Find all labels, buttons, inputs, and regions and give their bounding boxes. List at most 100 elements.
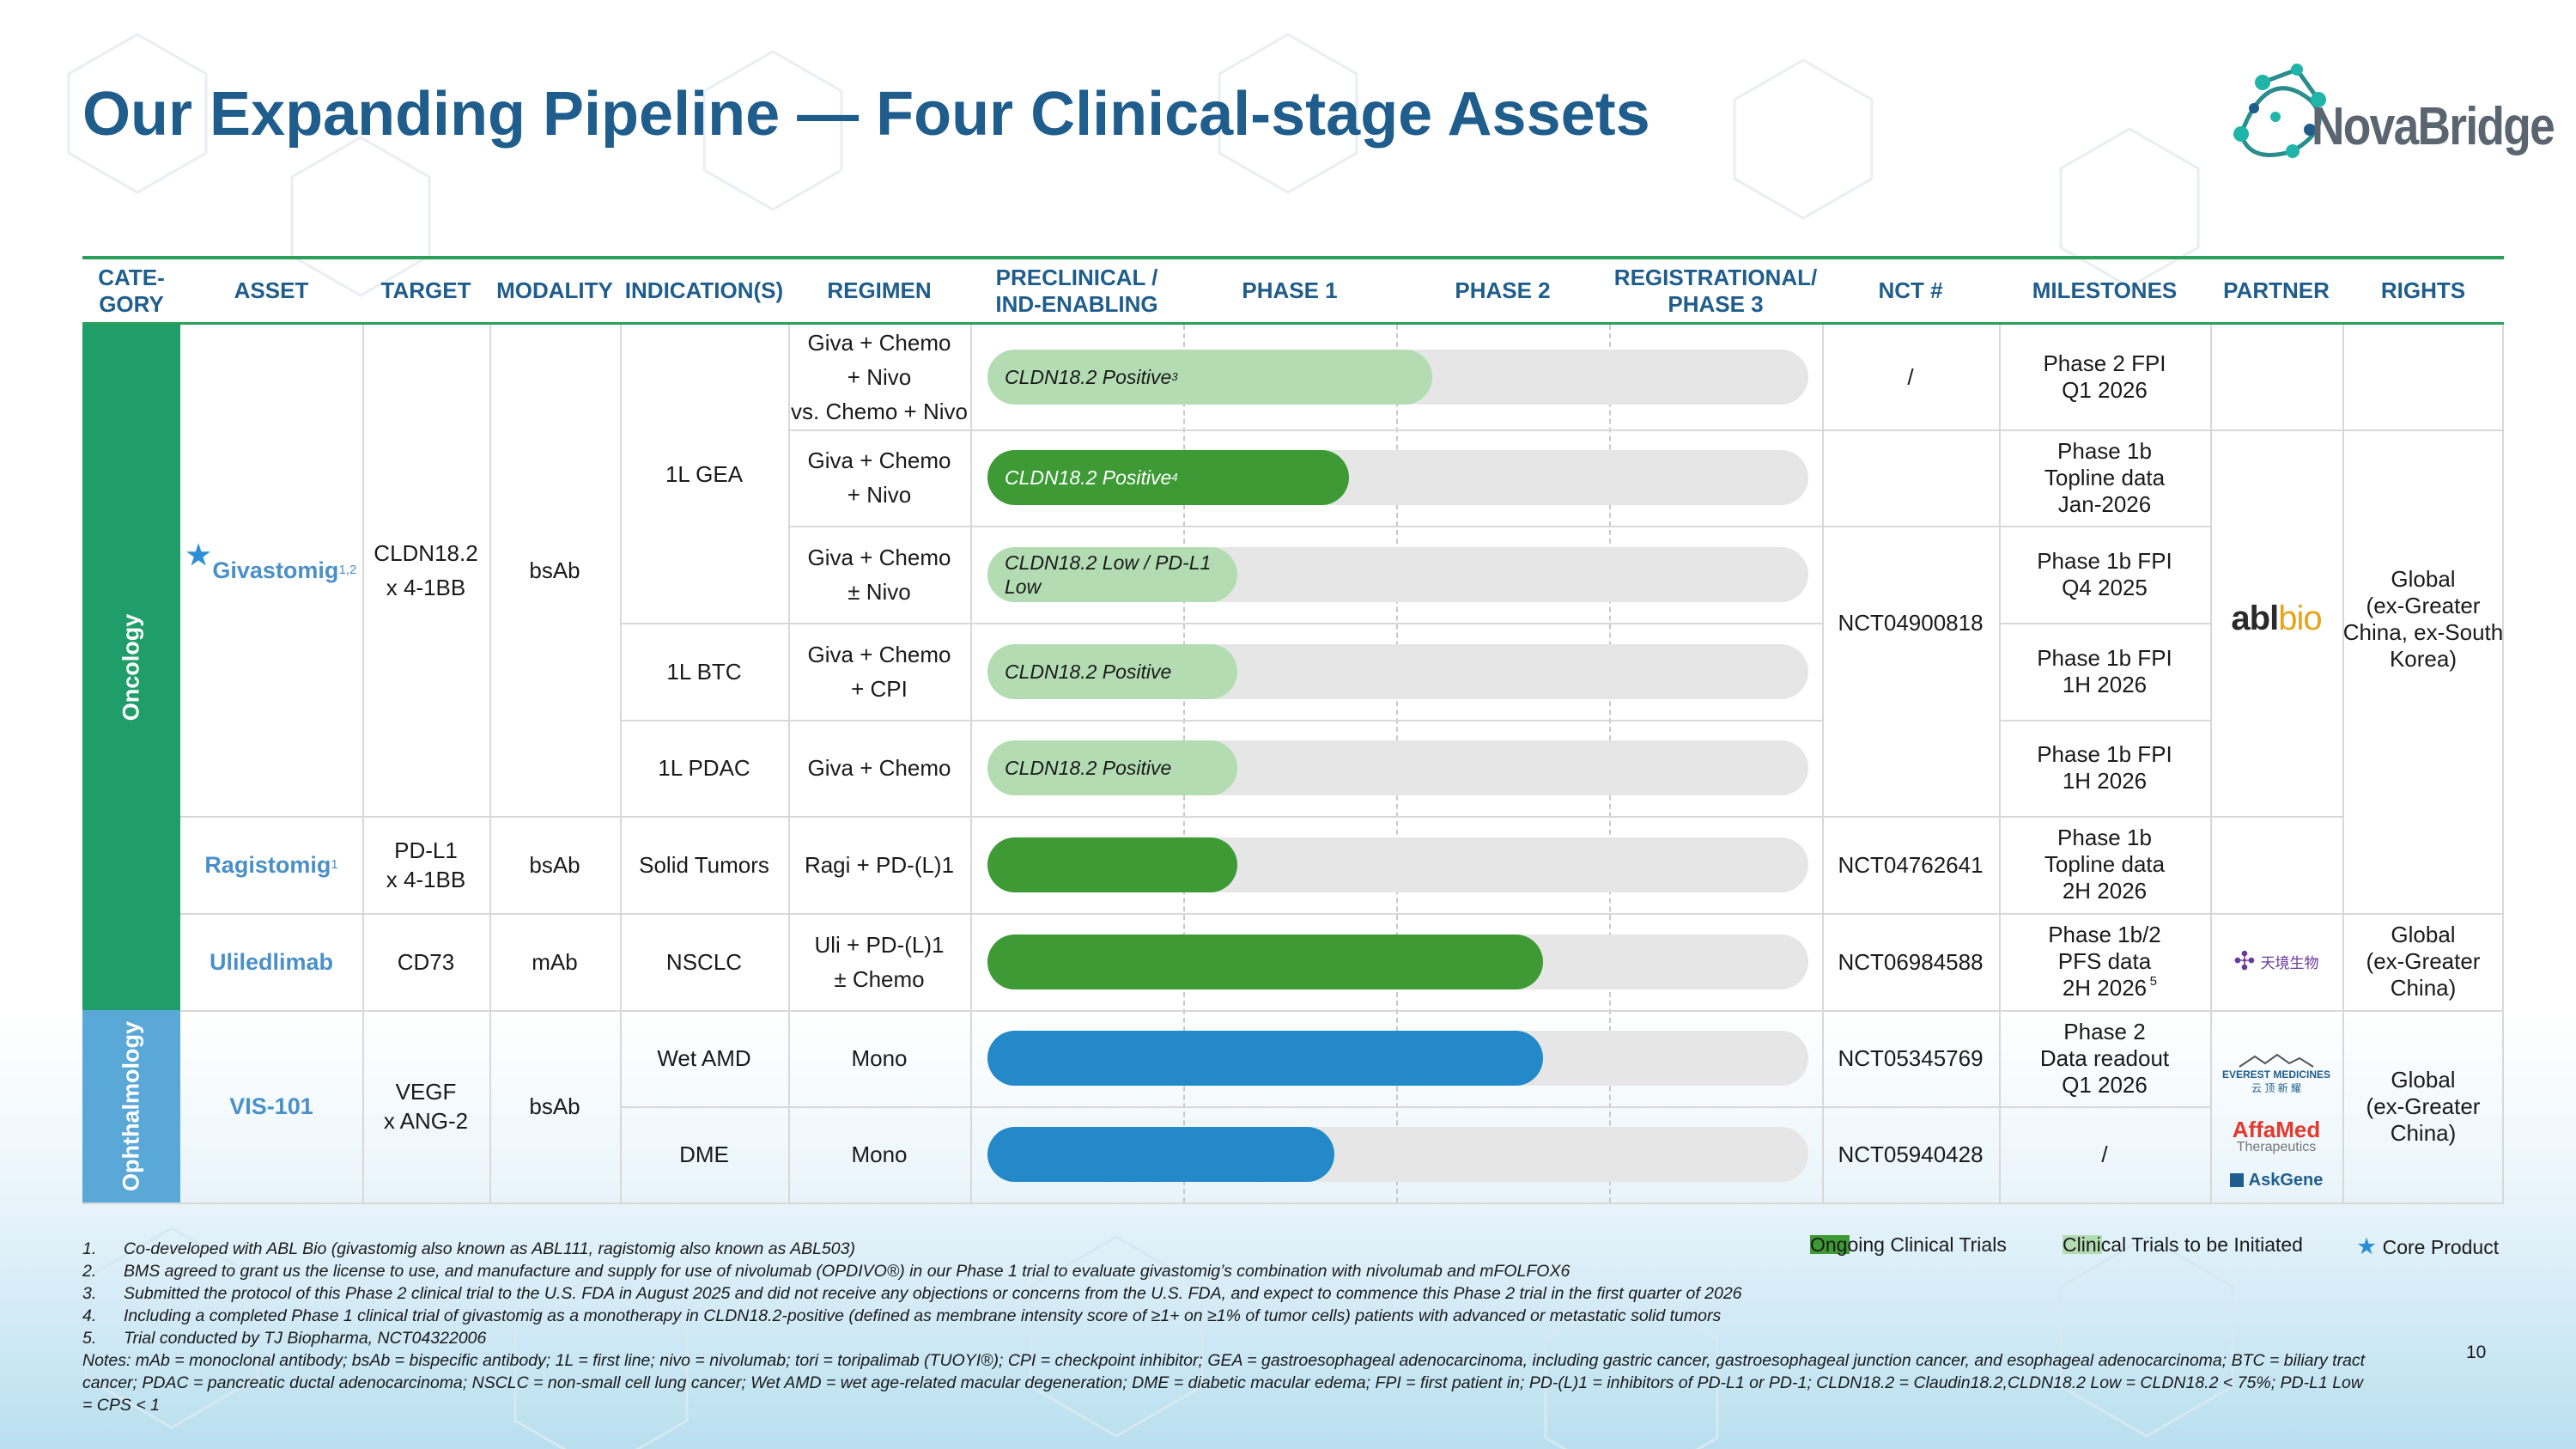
legend-swatch-light [2063, 1235, 2102, 1254]
footnote-marker: 5 [2149, 974, 2157, 989]
grid-line [2342, 325, 2344, 1202]
modality-vis101: bsAb [529, 1093, 580, 1119]
target-ragistomig: PD-L1 x 4-1BB [386, 837, 466, 892]
header-phase1: PHASE 1 [1242, 277, 1338, 303]
partner-everest-logo: EVEREST MEDICINES 云 顶 新 耀 [2210, 1048, 2342, 1099]
grid-line [788, 325, 790, 1202]
header-top-rule [82, 256, 2504, 259]
progress-bar-label: CLDN18.2 Positive [1005, 757, 1172, 779]
progress-bar: CLDN18.2 Positive [987, 740, 1237, 795]
regimen-cell: Giva + Chemo ± Nivo [807, 544, 951, 605]
nct-dme: NCT05940428 [1838, 1142, 1984, 1167]
progress-bar-label: CLDN18.2 Positive [1005, 366, 1172, 388]
milestone-cell: Phase 1b FPI 1H 2026 [1999, 720, 2210, 816]
indication-solid-tumors: Solid Tumors [639, 851, 769, 878]
indication-btc: 1L BTC [666, 658, 742, 685]
header-regimen: REGIMEN [827, 277, 932, 303]
progress-bar: CLDN18.2 Positive 4 [987, 450, 1349, 505]
nct-ragistomig: NCT04762641 [1838, 851, 1984, 878]
progress-bar-label: CLDN18.2 Positive [1005, 466, 1172, 489]
nct-uliledlimab: NCT06984588 [1838, 948, 1984, 975]
header-phase2: PHASE 2 [1455, 277, 1551, 303]
rights-uliledlimab: Global (ex-Greater China) [2366, 922, 2481, 1001]
milestone-text: Phase 1b FPI 1H 2026 [2037, 644, 2172, 697]
modality-ragistomig: bsAb [529, 851, 580, 878]
legend-initiated: Clinical Trials to be Initiated [2063, 1233, 2303, 1256]
grid-line [362, 325, 364, 1202]
askgene-mark-icon [2229, 1173, 2244, 1187]
grid-line [620, 325, 622, 1202]
footnote-text: Submitted the protocol of this Phase 2 c… [124, 1284, 1742, 1303]
progress-bar: CLDN18.2 Positive [987, 643, 1237, 699]
progress-bar-label: CLDN18.2 Low / PD-L1 Low [1005, 551, 1212, 598]
progress-bar [987, 1127, 1334, 1182]
abbreviations: Notes: mAb = monoclonal antibody; bsAb =… [82, 1351, 2366, 1415]
nct-wet-amd: NCT05345769 [1838, 1045, 1984, 1071]
header-partner: PARTNER [2223, 277, 2330, 303]
grid-line [620, 1106, 2210, 1108]
footnote-text: Co-developed with ABL Bio (givastomig al… [124, 1239, 855, 1258]
header-modality: MODALITY [496, 277, 613, 303]
rights-ablbio: Global (ex-Greater China, ex-South Korea… [2342, 565, 2504, 672]
regimen-cell: Giva + Chemo [807, 755, 951, 781]
grid-line [620, 623, 1822, 624]
footnote-text: BMS agreed to grant us the license to us… [124, 1262, 1571, 1281]
page-title: Our Expanding Pipeline — Four Clinical-s… [82, 80, 1650, 149]
indication-dme: DME [679, 1142, 729, 1167]
target-uliledlimab: CD73 [397, 948, 455, 975]
progress-bar [987, 1031, 1543, 1086]
milestone-text: / [2101, 1141, 2108, 1167]
header-preclinical: PRECLINICAL / IND-ENABLING [995, 264, 1158, 317]
grid-line [489, 325, 491, 1202]
mountain-icon [2239, 1053, 2314, 1068]
grid-line [2210, 325, 2212, 1202]
header-milestones: MILESTONES [2032, 277, 2178, 303]
milestone-cell: Phase 1b/2 PFS data 2H 2026 5 [1999, 913, 2210, 1010]
footnote: 4. Including a completed Phase 1 clinical… [82, 1305, 2452, 1327]
milestone-text: Phase 1b FPI 1H 2026 [2037, 741, 2172, 794]
legend-ongoing: Ongoing Clinical Trials [1810, 1233, 2007, 1256]
milestone-cell: Phase 1b Topline data Jan-2026 [1999, 429, 2210, 526]
regimen-cell: Giva + Chemo + Nivo [807, 447, 951, 508]
nct-givastomig: NCT04900818 [1838, 610, 1984, 636]
asset-givastomig: ★ Givastomig 1,2 [185, 539, 357, 583]
header-asset: ASSET [234, 277, 309, 303]
rights-vis101: Global (ex-Greater China) [2366, 1066, 2481, 1146]
novabridge-logo [2233, 64, 2326, 158]
milestone-cell: Phase 2 FPI Q1 2026 [1999, 325, 2210, 429]
progress-bar [987, 837, 1237, 892]
regimen-cell: Mono [851, 1045, 908, 1071]
grid-line [1822, 429, 1999, 431]
indication-wet-amd: Wet AMD [657, 1045, 751, 1071]
milestone-text: Phase 1b Topline data 2H 2026 [2044, 825, 2166, 904]
footnote-number: 3. [82, 1284, 97, 1303]
milestone-cell: Phase 1b Topline data 2H 2026 [1999, 816, 2210, 913]
core-product-star-icon: ★ [185, 539, 211, 570]
footnote-marker: 4 [1171, 471, 1178, 484]
milestone-text: Phase 2 FPI Q1 2026 [2043, 350, 2166, 403]
header-rights: RIGHTS [2380, 277, 2466, 303]
footnote-number: 5. [82, 1329, 97, 1348]
milestone-text: Phase 1b/2 PFS data 2H 2026 [2048, 922, 2161, 1001]
footnote-text: Including a completed Phase 1 clinical t… [124, 1306, 1722, 1325]
grid-line [1822, 325, 1824, 1202]
indication-nsclc: NSCLC [665, 948, 743, 975]
footnote-marker: 3 [1171, 370, 1178, 383]
grid-line [1999, 526, 2210, 527]
partner-tj-biopharma-logo: ✣ 天境生物 [2233, 947, 2319, 976]
grid-line [82, 1202, 2504, 1204]
progress-bar-label: CLDN18.2 Positive [1005, 660, 1172, 683]
partner-ablbio-logo: ablbio [2231, 600, 2322, 637]
milestone-text: Phase 1b FPI Q4 2025 [2037, 547, 2172, 600]
regimen-cell: Uli + PD-(L)1 ± Chemo [814, 931, 945, 992]
target-givastomig: CLDN18.2 x 4-1BB [374, 540, 478, 600]
footnote: 1. Co-developed with ABL Bio (givastomig … [82, 1238, 2452, 1260]
modality-uliledlimab: mAb [532, 948, 578, 975]
header-target: TARGET [380, 277, 471, 303]
grid-line [620, 720, 1822, 721]
milestone-cell: Phase 2 Data readout Q1 2026 [1999, 1010, 2210, 1106]
asset-uliledlimab: Uliledlimab [209, 948, 334, 975]
footnote-number: 4. [82, 1306, 97, 1325]
partner-affamed-logo: AffaMed Therapeutics [2232, 1117, 2321, 1154]
